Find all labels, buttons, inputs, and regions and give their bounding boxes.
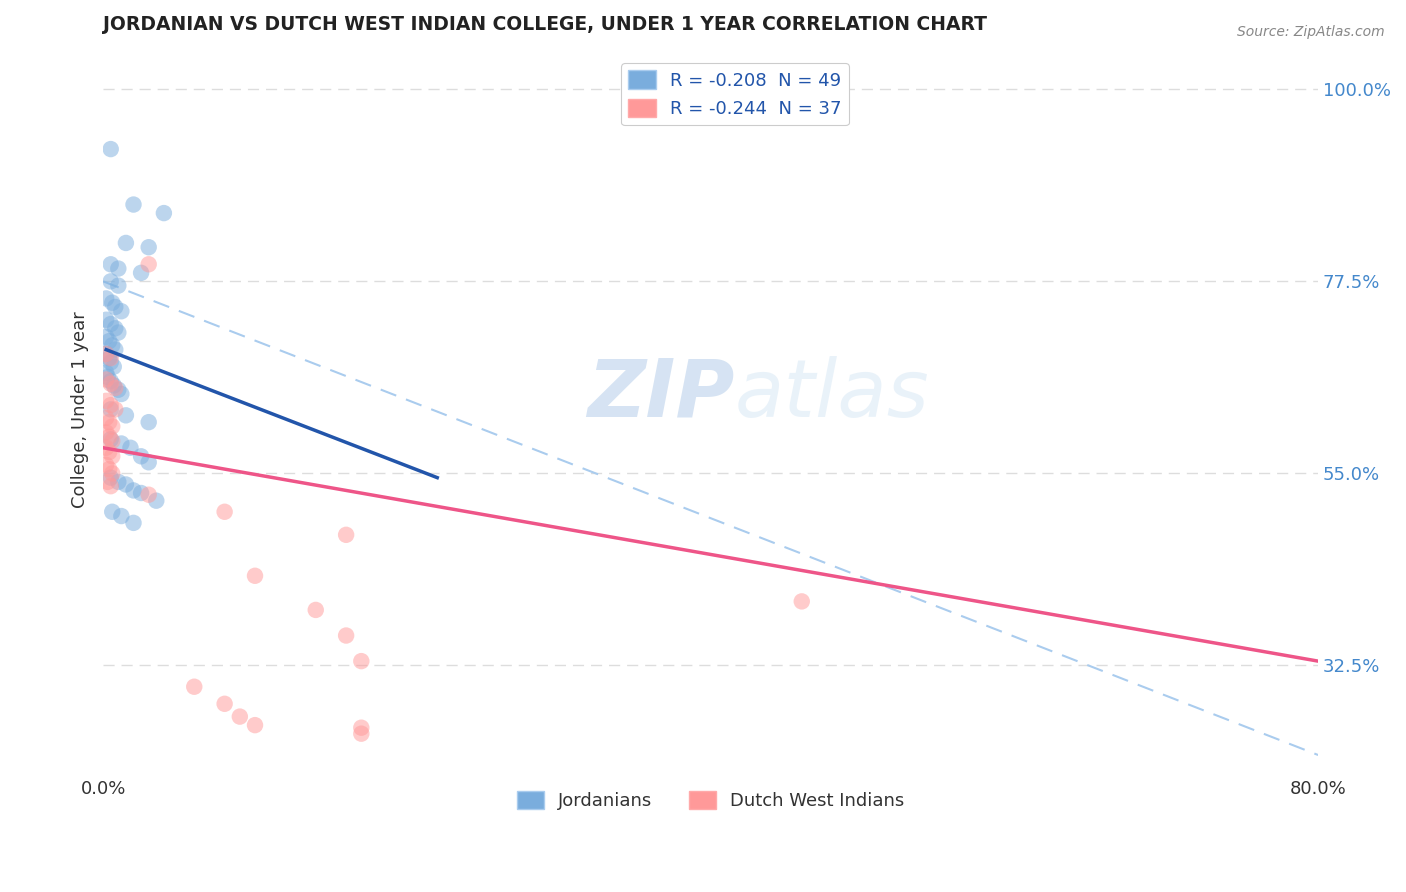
Point [243,569,266,583]
Point [138,240,160,254]
Point [115,477,138,491]
Point [110,509,132,524]
Point [96,458,118,472]
Point [100,376,122,391]
Point [115,409,138,423]
Point [122,197,145,211]
Legend: Jordanians, Dutch West Indians: Jordanians, Dutch West Indians [509,784,911,817]
Point [350,721,373,735]
Point [98,415,121,429]
Point [104,321,127,335]
Point [96,347,118,361]
Point [214,697,236,711]
Point [100,470,122,484]
Point [96,411,118,425]
Point [97,475,120,489]
Point [96,292,118,306]
Point [100,398,122,412]
Point [101,467,124,481]
Point [138,455,160,469]
Point [96,393,118,408]
Point [107,475,129,489]
Point [96,425,118,440]
Point [96,312,118,326]
Point [120,441,142,455]
Point [107,261,129,276]
Point [115,235,138,250]
Text: JORDANIAN VS DUTCH WEST INDIAN COLLEGE, UNDER 1 YEAR CORRELATION CHART: JORDANIAN VS DUTCH WEST INDIAN COLLEGE, … [103,15,987,34]
Point [98,462,121,476]
Point [335,628,357,642]
Point [98,445,121,459]
Point [214,505,236,519]
Point [100,402,122,417]
Point [101,434,124,448]
Point [335,528,357,542]
Point [101,505,124,519]
Point [101,450,124,464]
Text: Source: ZipAtlas.com: Source: ZipAtlas.com [1237,25,1385,39]
Point [100,374,122,388]
Point [138,257,160,271]
Point [350,654,373,668]
Text: ZIP: ZIP [588,356,735,434]
Point [100,355,122,369]
Point [243,718,266,732]
Point [97,370,120,384]
Point [96,366,118,380]
Point [96,441,118,455]
Point [104,402,127,417]
Point [96,330,118,344]
Point [96,372,118,386]
Point [229,709,252,723]
Y-axis label: College, Under 1 year: College, Under 1 year [72,311,89,508]
Point [350,727,373,741]
Point [103,359,125,374]
Point [110,436,132,450]
Point [122,483,145,498]
Point [101,295,124,310]
Point [100,142,122,156]
Point [138,488,160,502]
Point [129,266,152,280]
Point [96,347,118,361]
Point [122,516,145,530]
Point [138,415,160,429]
Point [101,419,124,434]
Point [183,680,205,694]
Point [129,486,152,500]
Point [145,493,167,508]
Point [100,257,122,271]
Point [100,479,122,493]
Point [305,603,328,617]
Point [107,278,129,293]
Point [104,381,127,395]
Point [98,334,121,348]
Point [129,450,152,464]
Point [100,432,122,446]
Point [790,594,813,608]
Point [98,430,121,444]
Point [104,300,127,314]
Point [104,343,127,357]
Point [107,326,129,340]
Point [101,338,124,352]
Point [153,206,176,220]
Point [110,387,132,401]
Text: atlas: atlas [735,356,929,434]
Point [98,351,121,366]
Point [107,383,129,397]
Point [110,304,132,318]
Point [100,274,122,288]
Point [100,351,122,366]
Point [100,317,122,331]
Point [103,378,125,392]
